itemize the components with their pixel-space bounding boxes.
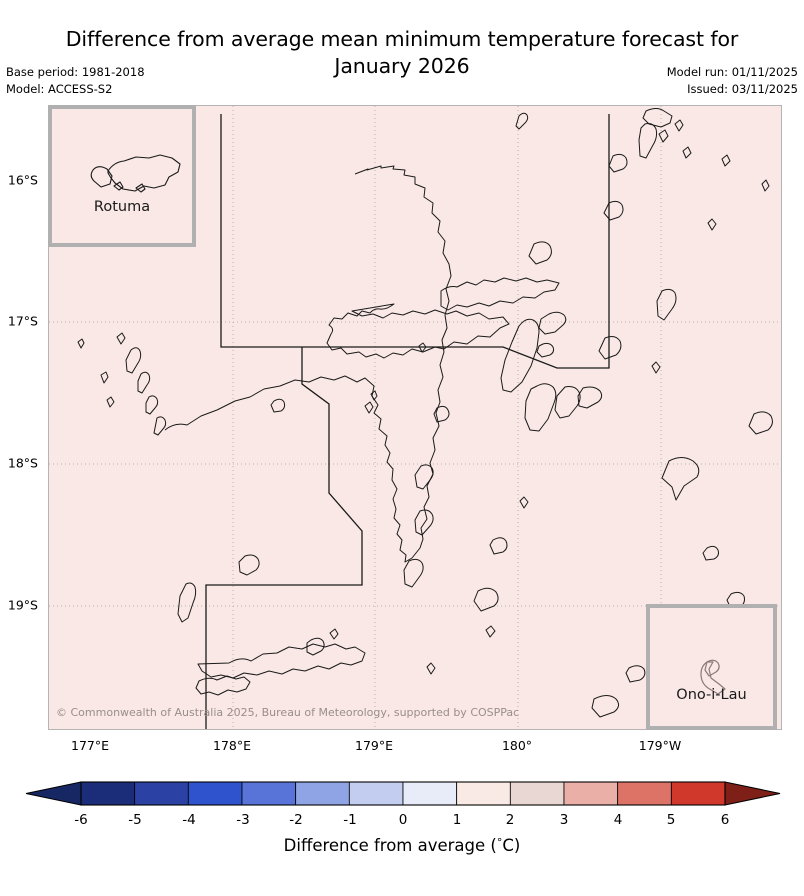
colorbar-band [134, 781, 189, 806]
copyright-credit: © Commonwealth of Australia 2025, Bureau… [56, 706, 520, 719]
y-axis-tick-label: 19°S [7, 597, 38, 613]
colorbar-tick-label: 6 [720, 812, 730, 828]
eez-boundary [205, 114, 610, 729]
colorbar-band [509, 781, 565, 806]
colorbar-segments [80, 781, 726, 806]
colorbar-band [295, 781, 350, 806]
y-axis-tick-label: 17°S [7, 313, 38, 329]
colorbar-band [187, 781, 243, 806]
colorbar-band [563, 781, 619, 806]
title-line-1: Difference from average mean minimum tem… [65, 27, 739, 51]
colorbar-tick-label: 4 [613, 812, 623, 828]
colorbar-band [402, 781, 458, 806]
colorbar-tick-label: -5 [128, 812, 142, 828]
y-axis-tick-label: 16°S [7, 172, 38, 188]
colorbar-band [348, 781, 404, 806]
colorbar-tick-label: 3 [559, 812, 569, 828]
colorbar-tick-label: -4 [182, 812, 196, 828]
rotuma-island-graphic [90, 154, 181, 193]
degree-symbol: ° [496, 836, 503, 850]
ono-i-lau-island-graphic [700, 659, 726, 695]
metadata-right: Model run: 01/11/2025 Issued: 03/11/2025 [667, 64, 798, 98]
colorbar-band [456, 781, 511, 806]
colorbar-band [80, 781, 136, 806]
colorbar-tick-label: 2 [505, 812, 515, 828]
colorbar-tick-label: 1 [452, 812, 462, 828]
title-line-2: January 2026 [334, 54, 470, 79]
colorbar-axis-label: Difference from average (°C) [0, 836, 804, 855]
inset-ono-i-lau-label: Ono-i-Lau [676, 687, 747, 703]
inset-rotuma-label: Rotuma [93, 199, 151, 215]
colorbar-band [241, 781, 297, 806]
colorbar-title-tail: C) [502, 836, 521, 855]
colorbar-outline [80, 781, 726, 806]
inset-rotuma: Rotuma [48, 105, 196, 247]
inset-ono-i-lau: Ono-i-Lau [646, 604, 777, 730]
colorbar-over-arrow [724, 781, 781, 806]
colorbar-title-text: Difference from average ( [283, 836, 497, 855]
colorbar: -6 -5 -4 -3 -2 -1 0 1 2 3 4 5 6 Differen… [0, 778, 804, 896]
x-axis-tick-label: 180° [501, 738, 533, 753]
x-axis-tick-label: 179°W [638, 738, 682, 753]
colorbar-band [670, 781, 726, 806]
colorbar-tick-label: 5 [666, 812, 676, 828]
base-period-text: Base period: 1981-2018 [6, 65, 145, 79]
colorbar-under-arrow [25, 781, 82, 806]
y-axis-tick-label: 18°S [7, 455, 38, 471]
model-run-text: Model run: 01/11/2025 [666, 65, 798, 79]
metadata-left: Base period: 1981-2018 Model: ACCESS-S2 [6, 64, 145, 98]
x-axis-tick-label: 179°E [354, 738, 394, 753]
colorbar-tick-label: -6 [74, 812, 88, 828]
x-axis-tick-label: 177°E [70, 738, 110, 753]
issued-text: Issued: 03/11/2025 [687, 82, 798, 97]
colorbar-tick-label: -1 [343, 812, 357, 828]
model-text: Model: ACCESS-S2 [6, 82, 113, 97]
colorbar-graphic [25, 781, 781, 806]
colorbar-tick-label: 0 [398, 812, 408, 828]
page-title: Difference from average mean minimum tem… [0, 26, 804, 80]
colorbar-tick-label: -2 [289, 812, 303, 828]
colorbar-band [617, 781, 672, 806]
x-axis-tick-label: 178°E [212, 738, 252, 753]
colorbar-tick-label: -3 [236, 812, 250, 828]
